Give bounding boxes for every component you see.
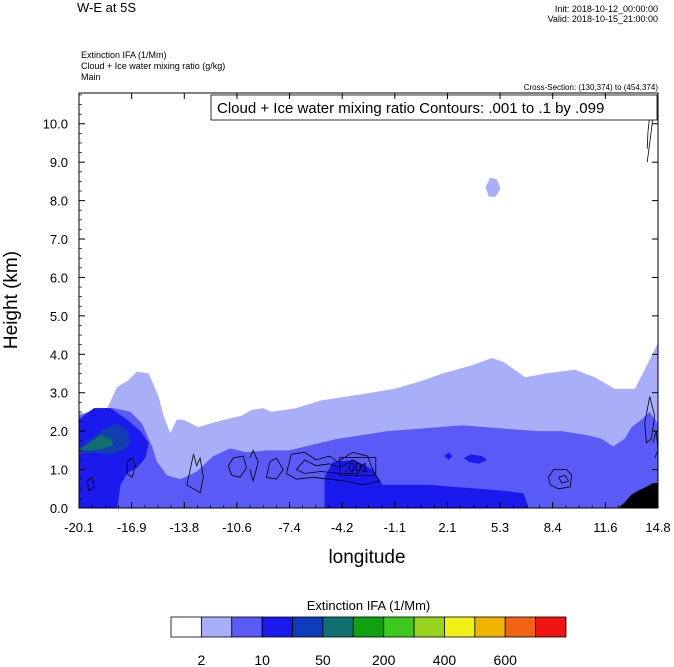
colorbar-swatch-10 <box>474 616 506 638</box>
y-tick-label-8: 8.0 <box>50 194 68 209</box>
x-tick-label-10: 11.6 <box>593 520 617 535</box>
x-tick-label-4: -7.4 <box>278 520 300 535</box>
field-line-1: Extinction IFA (1/Mm) <box>81 50 167 60</box>
colorbar-swatch-6 <box>352 616 385 638</box>
colorbar-swatch-9 <box>444 616 476 638</box>
cross-section-label: Cross-Section: (130,374) to (454,374) <box>523 83 658 92</box>
chart-title: W-E at 5S <box>77 0 137 15</box>
contour-value-label: .001 <box>345 461 369 475</box>
x-tick-label-2: -13.8 <box>169 520 199 535</box>
y-tick-label-6: 6.0 <box>50 270 68 285</box>
colorbar-swatch-11 <box>504 616 537 638</box>
x-axis-title: longitude <box>328 547 405 568</box>
contour-line-4 <box>227 455 248 478</box>
region-shade-50-5 <box>444 452 453 460</box>
colorbar-label-0: 2 <box>197 652 205 667</box>
x-tick-label-11: 14.8 <box>645 520 670 535</box>
contour-line-9 <box>548 469 573 490</box>
field-line-3: Main <box>81 72 101 82</box>
region-shade-50-3 <box>79 408 149 508</box>
colorbar-label-1: 10 <box>254 652 270 667</box>
colorbar-label-5: 600 <box>494 652 518 667</box>
x-tick-label-6: -1.1 <box>384 520 406 535</box>
x-tick-label-9: 8.4 <box>544 520 562 535</box>
colorbar-label-2: 50 <box>315 652 331 667</box>
y-tick-label-3: 3.0 <box>50 386 68 401</box>
contour-line-2 <box>86 476 95 492</box>
x-tick-label-5: -4.2 <box>331 520 353 535</box>
contour-line-1 <box>126 457 136 478</box>
colorbar-swatch-1 <box>200 616 233 638</box>
y-tick-label-2: 2.0 <box>50 424 68 439</box>
init-time: Init: 2018-10-12_00:00:00 <box>554 4 658 14</box>
field-line-2: Cloud + Ice water mixing ratio (g/kg) <box>81 61 226 71</box>
colorbar-title: Extinction IFA (1/Mm) <box>307 598 431 613</box>
region-shade-200-8 <box>79 435 114 451</box>
region-shade-50-4 <box>324 460 529 508</box>
colorbar-swatch-4 <box>292 616 324 638</box>
y-tick-label-10: 10.0 <box>43 117 68 132</box>
y-tick-label-9: 9.0 <box>50 155 68 170</box>
region-terrain-9 <box>618 483 658 508</box>
contour-value-box <box>339 457 377 476</box>
y-axis-title: Height (km) <box>1 251 22 349</box>
y-tick-label-7: 7.0 <box>50 232 68 247</box>
colorbar-swatch-2 <box>231 616 263 638</box>
contour-line-5 <box>249 449 259 483</box>
colorbar-swatch-8 <box>413 616 445 638</box>
colorbar-swatch-3 <box>261 616 293 638</box>
colorbar-swatch-7 <box>383 616 415 638</box>
x-tick-label-1: -16.9 <box>117 520 147 535</box>
y-tick-label-0: 0.0 <box>50 501 68 516</box>
contour-line-3 <box>186 454 204 494</box>
y-tick-label-1: 1.0 <box>50 463 68 478</box>
contour-line-12 <box>652 430 658 459</box>
colorbar-swatch-0 <box>170 616 202 638</box>
y-tick-label-4: 4.0 <box>50 347 68 362</box>
x-tick-label-0: -20.1 <box>64 520 94 535</box>
colorbar-label-4: 400 <box>433 652 457 667</box>
colorbar-swatch-12 <box>535 616 567 638</box>
contour-info-box <box>210 94 658 121</box>
region-shade-2-1 <box>485 177 501 197</box>
contour-line-7 <box>286 451 380 486</box>
contour-line-8 <box>295 459 364 474</box>
contour-info-label: Cloud + Ice water mixing ratio Contours:… <box>217 100 604 117</box>
valid-time: Valid: 2018-10-15_21:00:00 <box>547 14 658 24</box>
colorbar-swatch-5 <box>322 616 354 638</box>
colorbar-label-3: 200 <box>372 652 396 667</box>
x-tick-label-8: 5.3 <box>491 520 509 535</box>
x-tick-label-3: -10.6 <box>222 520 252 535</box>
region-shade-50-6 <box>463 454 488 464</box>
contour-line-6 <box>266 457 284 480</box>
x-tick-label-7: 2.1 <box>438 520 456 535</box>
plot-area: .001 <box>79 106 658 508</box>
contour-line-11 <box>644 396 656 444</box>
y-tick-label-5: 5.0 <box>50 309 68 324</box>
contour-line-10 <box>558 474 569 484</box>
